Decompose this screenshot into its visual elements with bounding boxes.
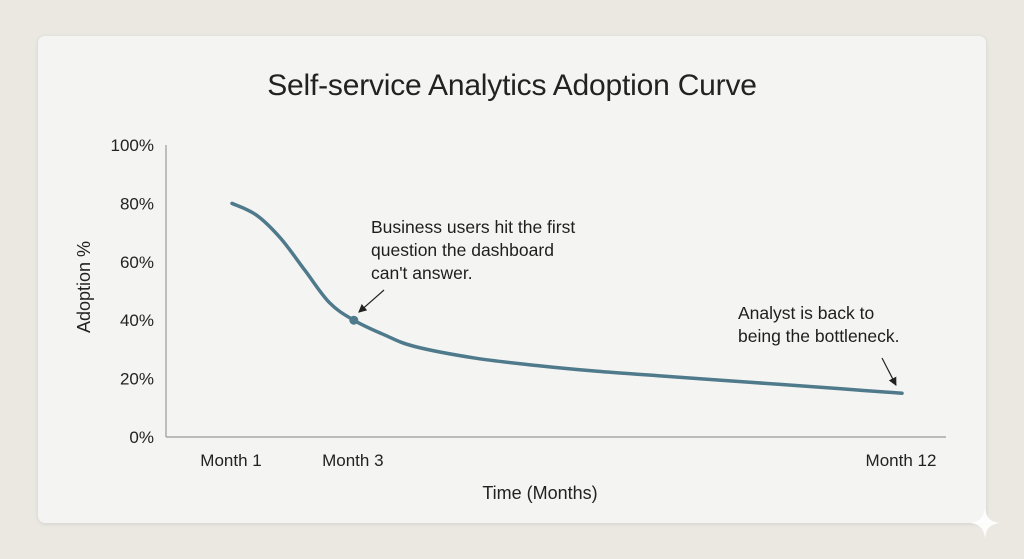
- annotation-text: Business users hit the first question the…: [371, 217, 575, 283]
- y-tick-label: 20%: [120, 370, 154, 389]
- chart-title: Self-service Analytics Adoption Curve: [267, 69, 757, 102]
- x-tick-label: Month 12: [866, 451, 937, 470]
- annotation-arrow: [358, 289, 385, 313]
- sparkle-icon: [970, 508, 1000, 538]
- y-tick-label: 100%: [111, 136, 154, 155]
- series-group: [230, 201, 904, 395]
- annotation-arrow: [881, 357, 897, 386]
- y-tick-label: 80%: [120, 194, 154, 213]
- y-tick-label: 0%: [129, 428, 154, 447]
- y-tick-label: 40%: [120, 311, 154, 330]
- series-line: [230, 201, 904, 395]
- x-axis-label: Time (Months): [482, 483, 597, 503]
- x-tick-label: Month 3: [322, 451, 383, 470]
- y-tick-label: 60%: [120, 253, 154, 272]
- y-axis-label: Adoption %: [74, 241, 94, 333]
- annotation-point: [349, 315, 359, 325]
- x-tick-label: Month 1: [200, 451, 261, 470]
- annotations-group: Business users hit the first question the…: [349, 217, 900, 386]
- y-tick-labels: 0% 20% 40% 60% 80% 100%: [111, 136, 154, 447]
- chart-card: [38, 36, 986, 523]
- annotation-text: Analyst is back to being the bottleneck.: [738, 303, 900, 346]
- x-tick-labels: Month 1 Month 3 Month 12: [200, 451, 936, 470]
